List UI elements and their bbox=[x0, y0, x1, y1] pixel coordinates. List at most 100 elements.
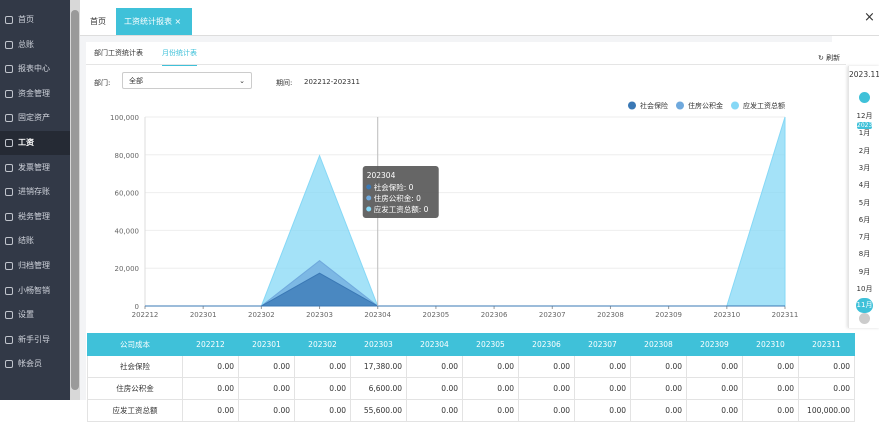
nav-label: 归档管理 bbox=[18, 261, 50, 270]
month[interactable]: 1月 bbox=[858, 129, 871, 138]
nav-item[interactable]: 新手引导 bbox=[0, 328, 70, 352]
cell: 0.00 bbox=[686, 355, 743, 378]
month-down[interactable] bbox=[859, 313, 870, 324]
nav-icon bbox=[5, 16, 13, 24]
month[interactable]: 8月 bbox=[858, 250, 871, 259]
refresh-label: 刷新 bbox=[826, 54, 841, 62]
refresh[interactable]: ↻ 刷新 bbox=[818, 54, 841, 62]
nav-label: 帐会员 bbox=[18, 359, 42, 369]
nav-item[interactable]: 首页 bbox=[0, 8, 70, 32]
nav-label: 报表中心 bbox=[18, 64, 50, 74]
nav-icon bbox=[5, 188, 13, 197]
cell: 应发工资总额 bbox=[87, 399, 183, 422]
month[interactable]: 4月 bbox=[858, 181, 871, 190]
month[interactable]: 7月 bbox=[858, 233, 871, 242]
nav-item[interactable]: 总账 bbox=[0, 33, 70, 57]
nav-item[interactable]: 进销存账 bbox=[0, 180, 70, 204]
header-cell: 202311 bbox=[798, 333, 855, 356]
row: 应发工资总额 0.00 0.00 0.00 55,600.00 0.00 0.00 0.00 0… bbox=[87, 399, 855, 422]
y-tick-label: 20,000 bbox=[115, 265, 140, 273]
cell: 0.00 bbox=[686, 399, 743, 422]
x-tick-label: 202311 bbox=[772, 311, 799, 319]
nav-label: 首页 bbox=[18, 15, 34, 24]
nav-item[interactable]: 归档管理 bbox=[0, 254, 70, 278]
month[interactable]: 10月 bbox=[856, 285, 873, 293]
month[interactable]: 6月 bbox=[858, 215, 871, 224]
nav-label: 小畅智销 bbox=[18, 285, 50, 295]
nav-item[interactable]: 报表中心 bbox=[0, 57, 70, 81]
nav-icon bbox=[5, 114, 13, 123]
scrollbar-thumb[interactable] bbox=[71, 10, 79, 390]
cell: 0.00 bbox=[574, 399, 631, 422]
cell: 55,600.00 bbox=[350, 399, 407, 422]
nav-item[interactable]: 发票管理 bbox=[0, 156, 70, 180]
month[interactable]: 9月 bbox=[858, 267, 871, 276]
cell: 0.00 bbox=[518, 399, 575, 422]
cell: 0.00 bbox=[574, 355, 631, 378]
tab-close[interactable]: × bbox=[174, 17, 182, 26]
header-cell: 202310 bbox=[742, 333, 799, 356]
legend-swatch[interactable] bbox=[676, 101, 684, 110]
nav-label: 固定资产 bbox=[18, 113, 50, 123]
cell: 0.00 bbox=[742, 355, 799, 378]
tab-active[interactable]: 工资统计报表 × bbox=[116, 8, 192, 35]
current-month: 2023.11 bbox=[849, 70, 879, 79]
legend-label[interactable]: 住房公积金 bbox=[688, 101, 723, 110]
nav-item[interactable]: 固定资产 bbox=[0, 106, 70, 130]
cell: 0.00 bbox=[294, 355, 351, 378]
nav-icon bbox=[5, 360, 13, 369]
month[interactable]: 2月 bbox=[858, 146, 871, 155]
cell: 0.00 bbox=[406, 399, 463, 422]
nav-icon bbox=[5, 237, 13, 246]
area bbox=[145, 116, 786, 307]
window-close[interactable]: × bbox=[864, 10, 875, 25]
x-tick-label: 202307 bbox=[539, 311, 566, 319]
chart: 0 20,000 40,000 60,000 80,000 100,000 202212 20… bbox=[110, 101, 799, 319]
legend-swatch[interactable] bbox=[731, 101, 739, 110]
header-cell: 202305 bbox=[462, 333, 519, 356]
month[interactable]: 3月 bbox=[858, 163, 871, 172]
month[interactable]: 5月 bbox=[858, 198, 871, 207]
nav-item[interactable]: 设置 bbox=[0, 303, 70, 327]
nav-label: 工资 bbox=[18, 138, 34, 147]
nav-label: 总账 bbox=[18, 39, 34, 49]
x-tick-label: 202212 bbox=[132, 311, 159, 319]
cell: 0.00 bbox=[686, 377, 743, 400]
dept-select[interactable]: 全部 ⌄ bbox=[122, 72, 252, 89]
tab[interactable]: 首页 bbox=[90, 17, 106, 26]
cell: 0.00 bbox=[742, 399, 799, 422]
x-tick-label: 202302 bbox=[248, 311, 275, 319]
row: 住房公积金 0.00 0.00 0.00 6,600.00 0.00 0.00 0.00 0.0… bbox=[87, 377, 855, 400]
legend-swatch[interactable] bbox=[628, 101, 636, 110]
sidebar: 首页总账报表中心资金管理固定资产工资发票管理进销存账税务管理结账归档管理小畅智销… bbox=[0, 0, 70, 400]
header-cell: 202308 bbox=[630, 333, 687, 356]
header-cell: 202303 bbox=[350, 333, 407, 356]
nav-label: 进销存账 bbox=[18, 187, 50, 197]
nav-icon bbox=[5, 139, 13, 147]
y-tick-label: 100,000 bbox=[110, 114, 139, 122]
month-picker: 2023.11 12月 1月 2月 3月 4月 5月 6月 7月 8月 9月 10月 11月 2023 bbox=[848, 66, 879, 328]
month-up[interactable] bbox=[859, 92, 870, 103]
nav-label: 结账 bbox=[18, 236, 34, 246]
x-tick-label: 202304 bbox=[364, 311, 391, 319]
legend-label[interactable]: 应发工资总额 bbox=[743, 101, 785, 110]
nav-icon bbox=[5, 311, 13, 320]
nav-item[interactable]: 工资 bbox=[0, 131, 70, 155]
nav-icon bbox=[5, 40, 13, 49]
row: 社会保险 0.00 0.00 0.00 17,380.00 0.00 0.00 0.00 0.0… bbox=[87, 355, 855, 378]
subtab[interactable]: 部门工资统计表 bbox=[94, 49, 143, 57]
month-active[interactable]: 11月 bbox=[856, 298, 873, 314]
nav-item[interactable]: 结账 bbox=[0, 229, 70, 253]
legend-label[interactable]: 社会保险 bbox=[640, 101, 668, 110]
area bbox=[145, 272, 785, 307]
cell: 0.00 bbox=[294, 377, 351, 400]
nav-item[interactable]: 税务管理 bbox=[0, 205, 70, 229]
cell: 0.00 bbox=[742, 377, 799, 400]
nav-item[interactable]: 帐会员 bbox=[0, 352, 70, 376]
nav-item[interactable]: 资金管理 bbox=[0, 82, 70, 106]
month[interactable]: 12月 bbox=[856, 112, 873, 120]
x-tick-label: 202305 bbox=[423, 311, 450, 319]
subtab-active[interactable]: 月份统计表 bbox=[162, 48, 197, 66]
nav-item[interactable]: 小畅智销 bbox=[0, 279, 70, 303]
header-cell: 202304 bbox=[406, 333, 463, 356]
